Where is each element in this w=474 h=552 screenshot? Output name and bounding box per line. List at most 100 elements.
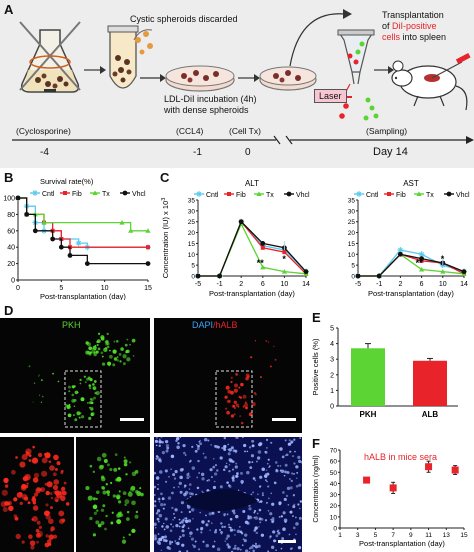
nucleus-dot <box>192 544 196 548</box>
nucleus-dot <box>265 438 269 442</box>
nucleus-dot <box>275 468 278 471</box>
nucleus-dot <box>278 501 282 505</box>
nucleus-dot <box>278 515 281 518</box>
nucleus-dot <box>158 458 161 462</box>
cell-dot <box>100 508 105 512</box>
cell-dot <box>89 406 94 411</box>
cell-dot <box>113 357 118 361</box>
dapi-image <box>154 437 302 552</box>
cell-dot <box>105 483 109 486</box>
cell-dot <box>89 351 92 354</box>
x-tick-label: -1 <box>376 281 382 288</box>
nucleus-dot <box>265 501 268 504</box>
nucleus-dot <box>235 437 239 440</box>
nucleus-dot <box>226 513 229 516</box>
nucleus-dot <box>177 442 180 445</box>
legend-label: Cntl <box>366 192 379 199</box>
nucleus-dot <box>233 511 236 515</box>
cell-dot <box>52 484 59 491</box>
cell-dot <box>87 495 93 501</box>
nucleus-dot <box>180 520 184 524</box>
nucleus-dot <box>259 521 262 524</box>
nucleus-dot <box>292 455 294 458</box>
cell-dot <box>230 380 233 384</box>
point-marker-vhcl <box>461 269 467 275</box>
nucleus-dot <box>227 443 230 446</box>
y-tick-label: 25 <box>348 219 356 226</box>
cell-dot <box>61 486 66 491</box>
nucleus-dot <box>297 545 302 550</box>
nucleus-dot <box>160 549 163 552</box>
nucleus-dot <box>154 439 159 444</box>
cell-dot <box>29 540 36 546</box>
nucleus-dot <box>220 530 223 534</box>
cell-dot <box>2 507 8 513</box>
cell-dot <box>73 414 75 416</box>
cell-dot <box>240 396 243 399</box>
y-tick-label: 40 <box>330 481 338 488</box>
nucleus-dot <box>298 459 302 463</box>
nucleus-dot <box>279 447 283 451</box>
cell-dot <box>68 390 71 393</box>
cell-dot <box>88 416 92 420</box>
x-tick-label: 2 <box>239 281 243 288</box>
nucleus-dot <box>295 533 297 536</box>
nucleus-dot <box>158 537 163 542</box>
nucleus-dot <box>261 492 264 495</box>
nucleus-dot <box>186 473 190 477</box>
nucleus-dot <box>226 481 229 484</box>
x-tick-label: 11 <box>425 532 432 539</box>
point-marker-cntl <box>397 246 404 253</box>
cell-dot <box>36 530 44 538</box>
nucleus-dot <box>192 517 194 520</box>
line-cntl <box>198 220 307 277</box>
cell-dot <box>85 341 89 345</box>
timeline-day-minus1: -1 <box>193 147 202 158</box>
nucleus-dot <box>283 474 286 477</box>
cell-dot <box>32 515 38 522</box>
y-tick-label: 0 <box>333 526 337 533</box>
legend-label: Vhcl <box>296 192 310 199</box>
y-tick-label: 25 <box>188 219 196 226</box>
cell-dot <box>128 461 132 464</box>
nucleus-dot <box>237 489 240 491</box>
cell-dot <box>53 479 60 485</box>
cell-dot <box>235 373 238 376</box>
cell-dot <box>113 467 118 472</box>
nucleus-dot <box>292 494 296 497</box>
cell-dot <box>112 363 116 367</box>
cell-dot <box>126 510 130 514</box>
petri-dish-icon <box>259 66 317 91</box>
cell-dot <box>68 403 71 406</box>
cell-dot <box>24 473 31 481</box>
cell-dot <box>233 413 236 416</box>
y-tick-label: 20 <box>330 503 338 510</box>
chart-title: ALT <box>245 179 259 188</box>
cell-dot <box>79 378 82 381</box>
zoom-box <box>64 370 102 428</box>
dapi-tissue-micrograph <box>154 437 302 552</box>
cell-dot <box>37 452 43 458</box>
x-axis-label: Post-transplantation (day) <box>40 292 126 300</box>
cell-dot <box>80 415 85 419</box>
category-label: ALB <box>422 410 439 419</box>
nucleus-dot <box>213 480 216 483</box>
nucleus-dot <box>199 442 203 446</box>
y-tick-label: 0 <box>351 274 355 281</box>
nucleus-dot <box>298 516 302 520</box>
y-tick-label: 5 <box>191 263 195 270</box>
cell-dot <box>45 503 49 507</box>
x-tick-label: -5 <box>355 281 361 288</box>
nucleus-dot <box>234 544 237 548</box>
nucleus-dot <box>191 544 194 546</box>
cell-dot <box>32 505 39 511</box>
panel-e-letter: E <box>312 310 321 325</box>
nucleus-dot <box>279 469 282 472</box>
cell-dot <box>129 343 131 346</box>
nucleus-dot <box>194 540 197 543</box>
cell-dot <box>111 511 114 514</box>
nucleus-dot <box>244 450 246 453</box>
cell-dot <box>100 521 105 526</box>
scale-bar <box>278 540 296 543</box>
cell-dot <box>91 349 96 354</box>
